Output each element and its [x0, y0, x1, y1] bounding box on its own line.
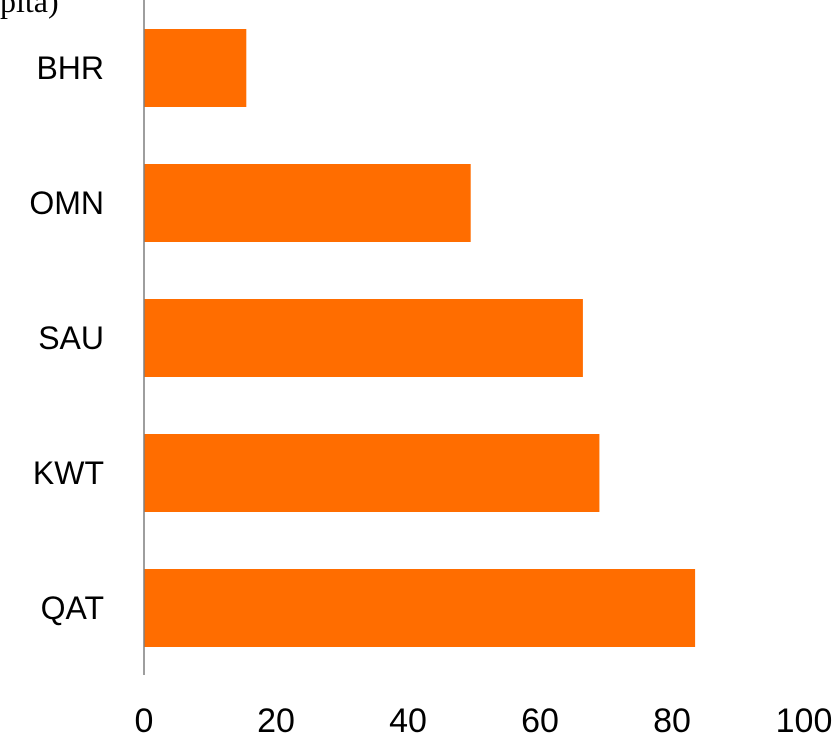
category-labels-group: BHR OMN SAU KWT QAT [29, 50, 104, 626]
category-label-bhr: BHR [36, 50, 104, 86]
x-tick-label-100: 100 [776, 702, 833, 740]
x-tick-label-40: 40 [389, 702, 427, 740]
category-label-qat: QAT [41, 590, 104, 626]
x-tick-label-80: 80 [653, 702, 691, 740]
category-label-sau: SAU [38, 320, 104, 356]
bar-sau [144, 299, 583, 377]
category-label-kwt: KWT [33, 455, 104, 491]
bar-bhr [144, 29, 247, 107]
x-tick-label-20: 20 [257, 702, 295, 740]
x-tick-label-0: 0 [135, 702, 154, 740]
bar-omn [144, 164, 471, 242]
bar-qat [144, 569, 696, 647]
bar-kwt [144, 434, 600, 512]
cropped-title-fragment: pita) [0, 0, 59, 19]
bars-group [144, 29, 696, 647]
category-label-omn: OMN [29, 185, 104, 221]
x-tick-labels-group: 0 20 40 60 80 100 [135, 702, 833, 740]
x-tick-label-60: 60 [521, 702, 559, 740]
